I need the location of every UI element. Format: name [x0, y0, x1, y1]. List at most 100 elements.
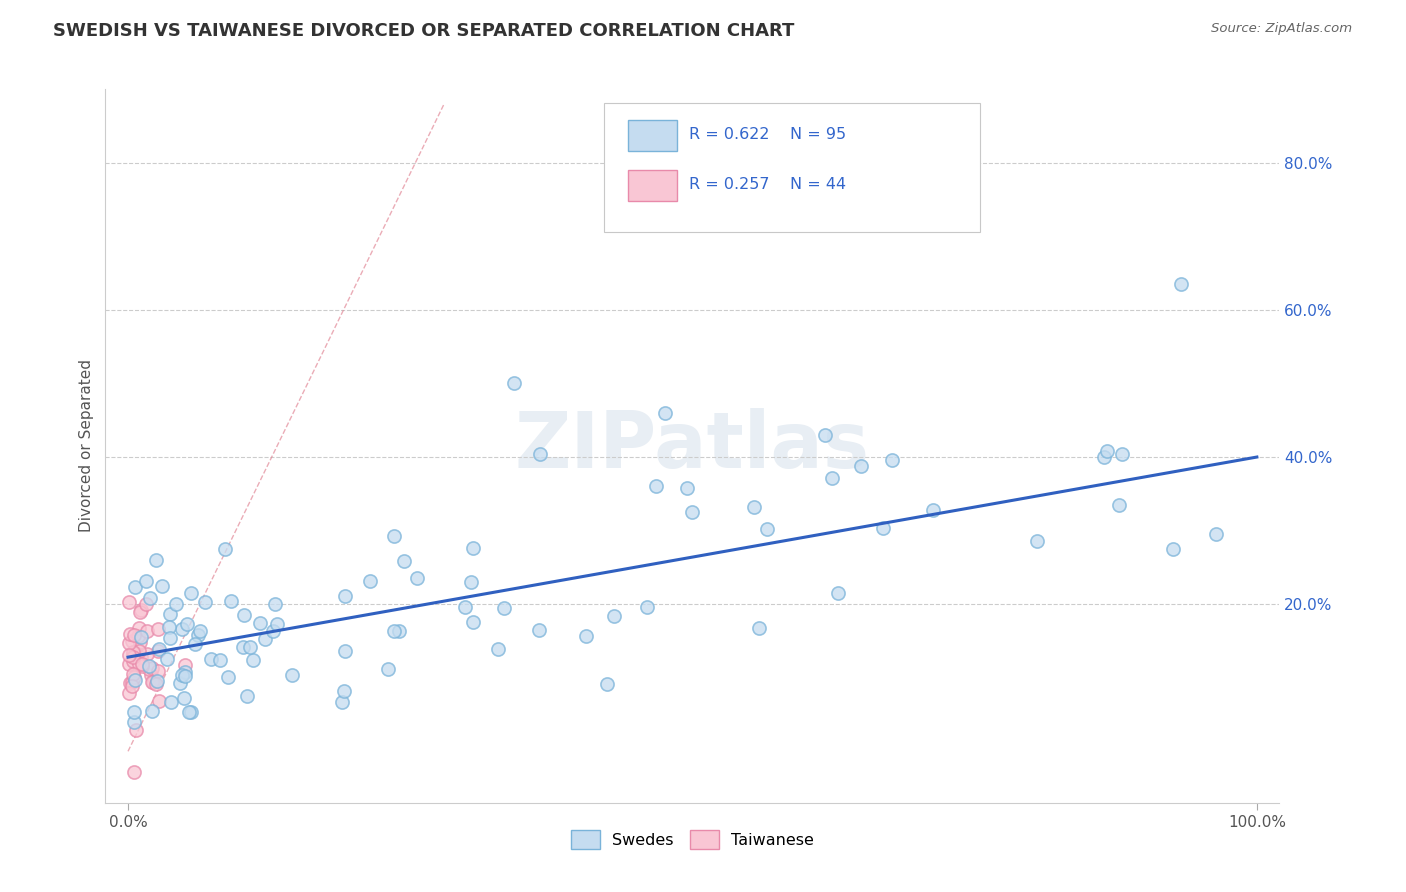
Point — [332, 684, 354, 698]
Point — [180, 586, 202, 600]
Point — [242, 653, 264, 667]
Point — [460, 575, 482, 590]
Point — [388, 624, 411, 639]
Point — [139, 667, 162, 681]
Point — [146, 622, 169, 636]
Point — [122, 628, 145, 642]
Point — [527, 624, 550, 638]
Point — [177, 705, 200, 719]
Point — [200, 652, 222, 666]
Point — [1111, 448, 1133, 462]
Point — [1170, 277, 1192, 292]
Point — [382, 624, 405, 638]
Point — [148, 641, 170, 656]
Point — [122, 714, 145, 729]
Point — [1095, 444, 1118, 458]
Text: SWEDISH VS TAIWANESE DIVORCED OR SEPARATED CORRELATION CHART: SWEDISH VS TAIWANESE DIVORCED OR SEPARAT… — [53, 22, 794, 40]
Point — [172, 667, 194, 681]
Point — [827, 586, 849, 600]
Point — [138, 662, 160, 676]
Point — [118, 648, 141, 662]
Point — [217, 670, 239, 684]
Point — [145, 553, 167, 567]
Point — [165, 598, 187, 612]
Point — [128, 657, 150, 671]
Text: R = 0.622    N = 95: R = 0.622 N = 95 — [689, 127, 846, 142]
Point — [461, 615, 484, 630]
Point — [122, 666, 145, 681]
Point — [681, 505, 703, 519]
Point — [138, 591, 160, 606]
Point — [239, 640, 262, 654]
Point — [406, 571, 429, 585]
Text: Source: ZipAtlas.com: Source: ZipAtlas.com — [1212, 22, 1353, 36]
Point — [880, 453, 903, 467]
Point — [262, 624, 284, 639]
Point — [135, 574, 157, 588]
Point — [922, 502, 945, 516]
Point — [148, 644, 170, 658]
Point — [249, 616, 271, 631]
Point — [141, 704, 163, 718]
Point — [131, 657, 153, 672]
Point — [122, 649, 145, 664]
Point — [596, 677, 619, 691]
Point — [125, 723, 148, 737]
Point — [121, 647, 143, 661]
Point — [236, 689, 259, 703]
Text: R = 0.257    N = 44: R = 0.257 N = 44 — [689, 177, 846, 192]
Point — [122, 764, 145, 779]
Point — [122, 706, 145, 720]
Point — [636, 599, 658, 614]
Point — [174, 665, 197, 680]
Point — [159, 632, 181, 646]
Point — [138, 659, 160, 673]
Point — [169, 676, 191, 690]
Point — [194, 595, 217, 609]
Point — [157, 619, 180, 633]
Point — [872, 521, 894, 535]
Point — [744, 500, 766, 514]
Point — [494, 601, 516, 615]
Point — [121, 634, 143, 648]
Point — [486, 642, 509, 657]
Point — [131, 649, 153, 664]
Point — [148, 664, 170, 678]
Point — [266, 617, 288, 632]
Point — [122, 655, 145, 669]
Point — [219, 594, 242, 608]
Point — [128, 635, 150, 649]
Point — [174, 669, 197, 683]
Point — [1094, 450, 1116, 465]
Point — [131, 658, 153, 673]
Point — [160, 695, 183, 709]
Point — [654, 406, 676, 420]
Point — [392, 554, 415, 568]
Point — [1161, 541, 1184, 556]
Point — [1205, 527, 1227, 541]
Point — [159, 607, 181, 621]
Point — [136, 647, 159, 661]
Point — [813, 428, 835, 442]
FancyBboxPatch shape — [605, 103, 980, 232]
Point — [136, 624, 159, 639]
Point — [454, 599, 477, 614]
Point — [253, 632, 276, 646]
Legend: Swedes, Taiwanese: Swedes, Taiwanese — [564, 823, 821, 855]
Point — [748, 621, 770, 635]
Text: ZIPatlas: ZIPatlas — [515, 408, 870, 484]
Point — [129, 630, 152, 644]
Point — [173, 691, 195, 706]
Point — [127, 629, 149, 643]
Point — [128, 644, 150, 658]
Point — [118, 595, 141, 609]
Point — [122, 645, 145, 659]
Point — [184, 636, 207, 650]
Point — [118, 635, 141, 649]
Point — [172, 623, 194, 637]
Point — [463, 541, 485, 556]
Point — [174, 657, 197, 672]
Point — [676, 481, 699, 495]
Point — [146, 674, 169, 689]
Point — [359, 574, 381, 588]
